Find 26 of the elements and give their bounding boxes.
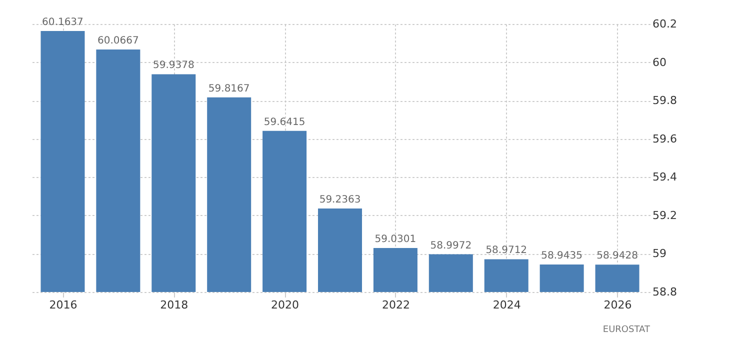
data-label: 60.1637 [42,16,84,28]
data-label: 59.9378 [152,60,194,72]
y-tick-label: 59.6 [652,132,677,146]
x-tick-label: 2018 [160,298,188,312]
data-label: 59.6415 [264,116,306,128]
y-tick-label: 60 [652,56,666,69]
data-label: 59.2363 [319,194,361,206]
x-tick-label: 2026 [604,298,632,312]
y-tick-label: 59.2 [652,208,677,222]
y-tick-label: 59.8 [652,94,677,108]
data-label: 58.9435 [541,250,582,262]
y-tick-label: 58.8 [652,286,677,298]
y-tick-label: 59.4 [652,170,677,184]
x-tick-label: 2022 [382,298,410,312]
data-label: 59.0301 [374,234,416,245]
data-label: 59.8167 [208,83,250,94]
x-tick-label: 2016 [49,298,78,312]
text: EUROSTAT [602,325,650,335]
y-tick-label: 59 [652,247,666,260]
data-label: 60.0667 [98,36,139,47]
data-label: 58.9712 [486,245,528,256]
y-tick-label: 60.2 [652,18,677,30]
x-tick-label: 2024 [492,298,521,312]
data-label: 58.9972 [430,240,472,252]
data-label: 58.9428 [596,250,638,262]
x-tick-label: 2020 [271,298,300,312]
